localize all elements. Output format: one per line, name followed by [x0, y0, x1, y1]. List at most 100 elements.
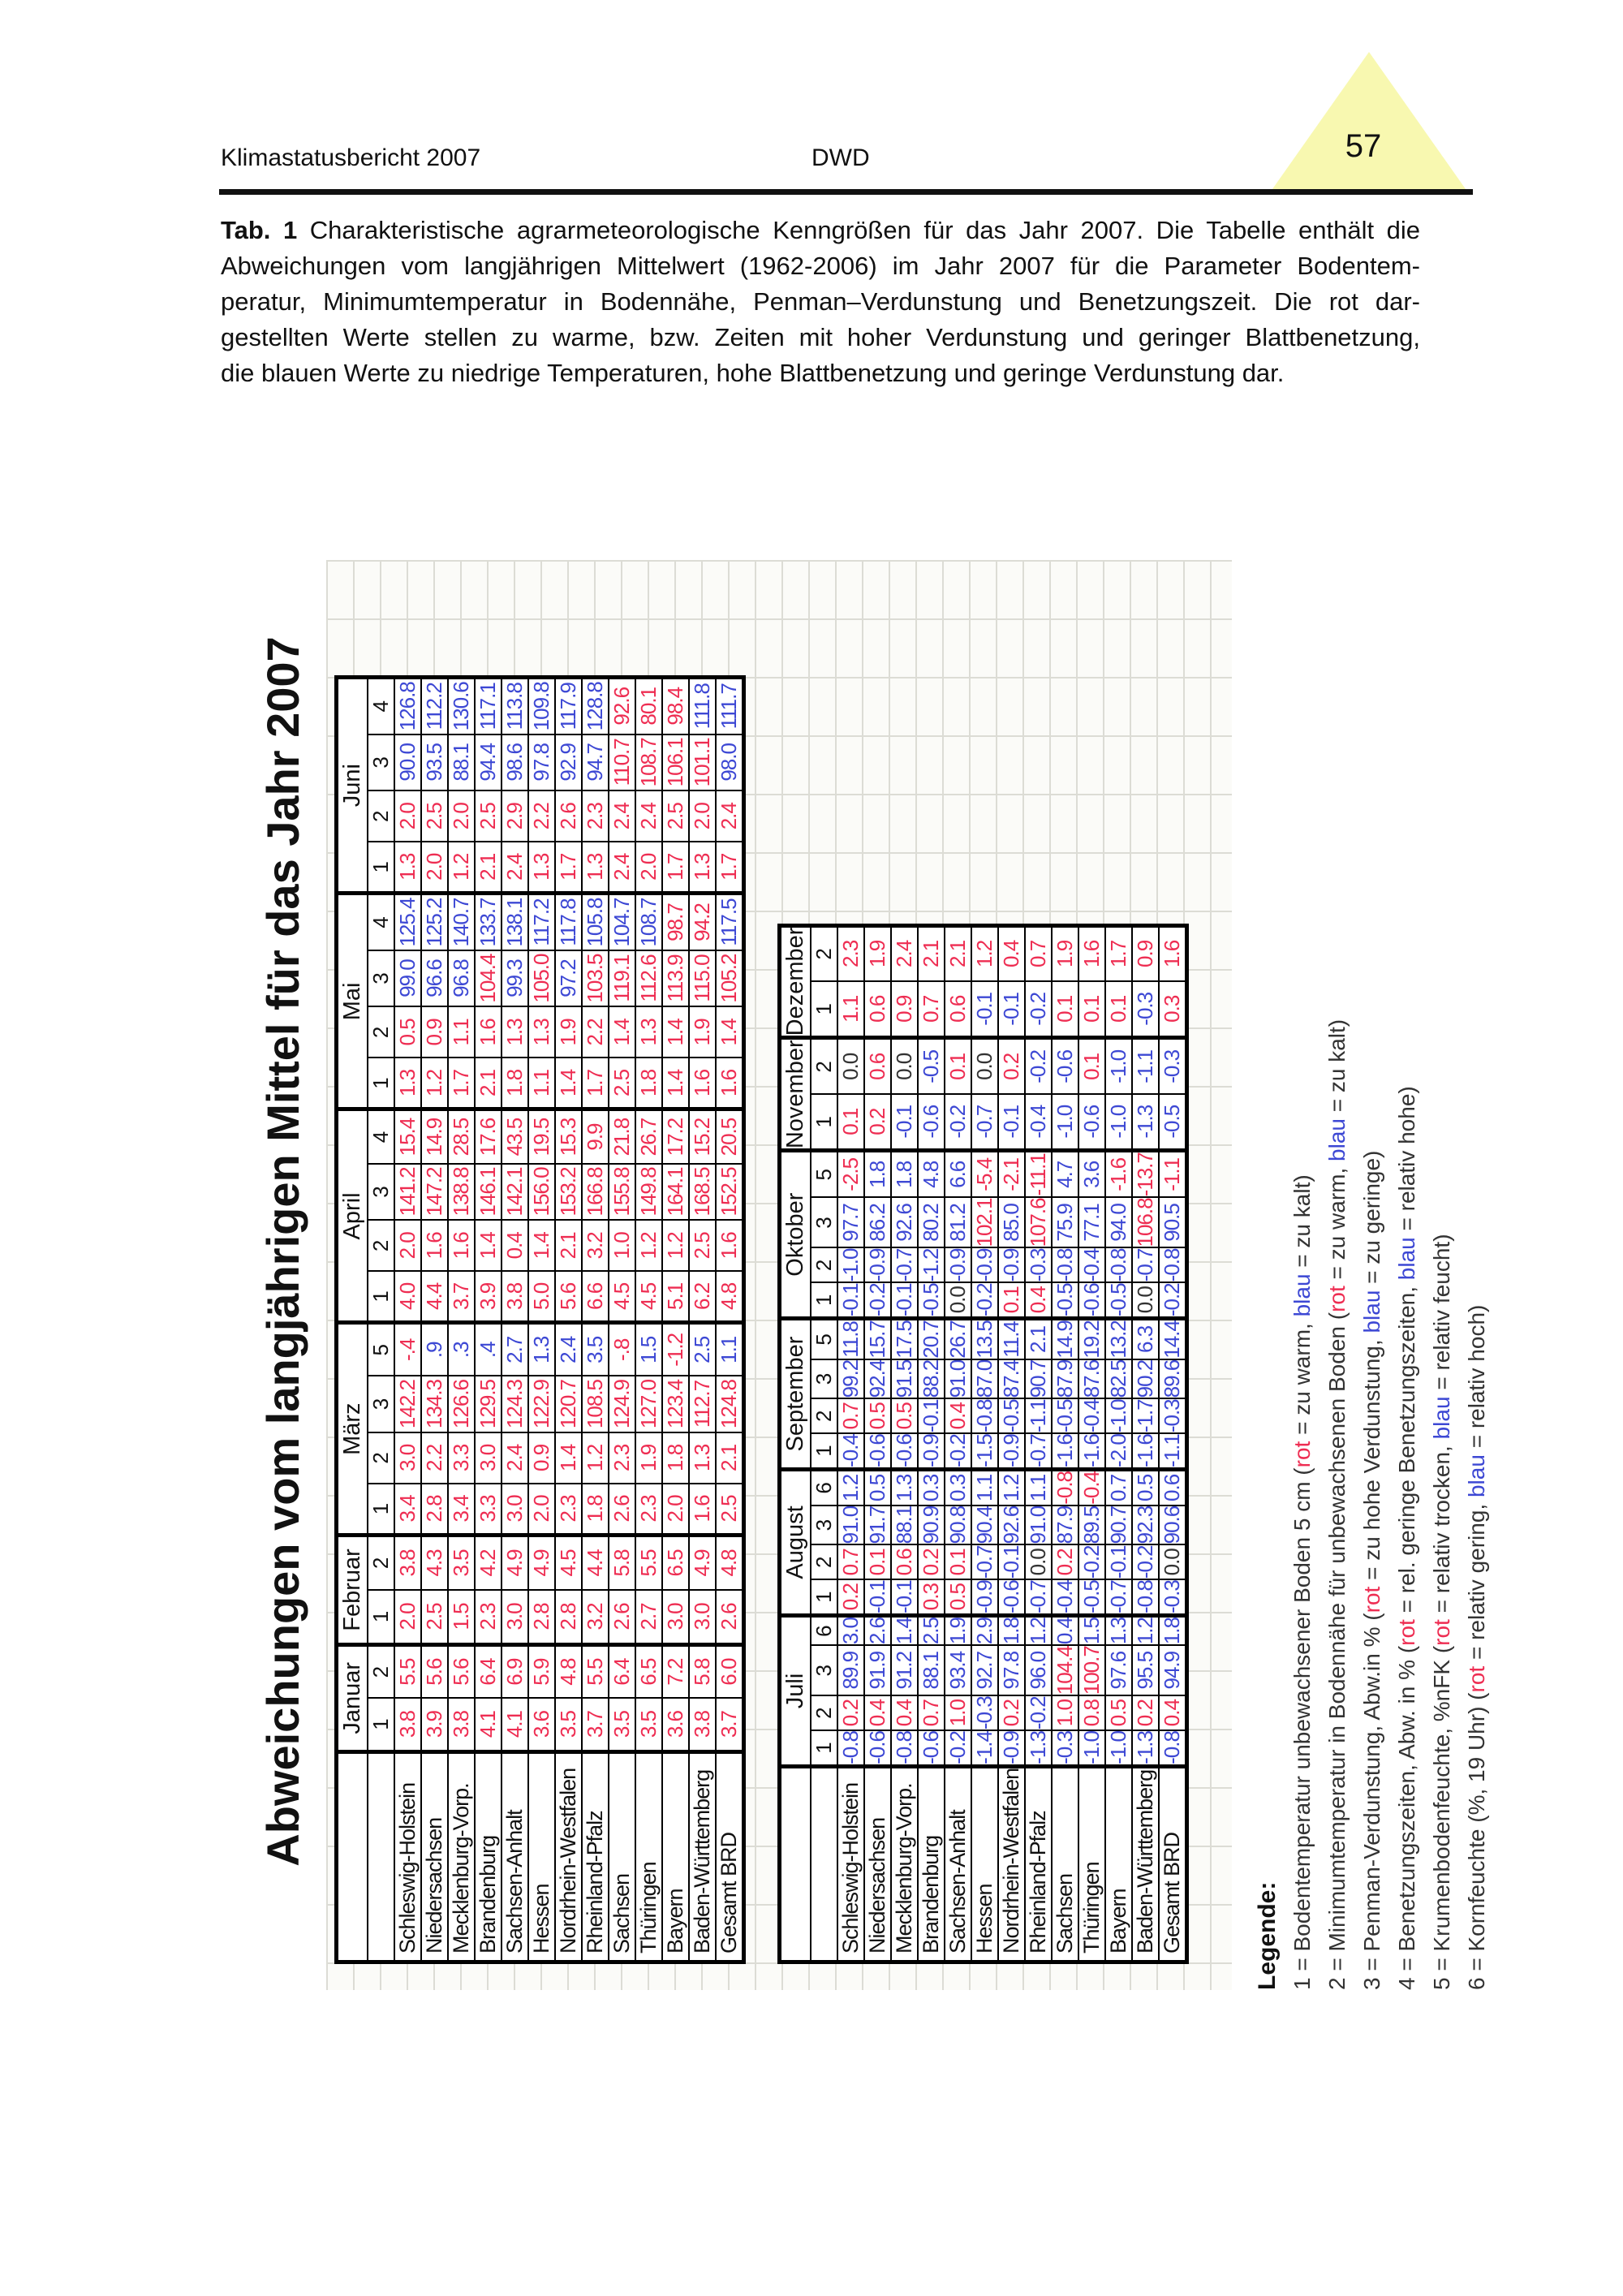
value-cell: 0.1 — [1051, 981, 1078, 1038]
month-header-November: November — [779, 1037, 811, 1151]
value-cell: 126.8 — [394, 677, 421, 734]
value-cell: 0.7 — [837, 1398, 864, 1434]
value-cell: 2.4 — [608, 790, 635, 842]
legend-segment: = relativ hoch) — [1464, 1304, 1489, 1455]
value-cell: 1.1 — [715, 1322, 743, 1376]
value-cell: 1.2 — [581, 1432, 609, 1484]
value-cell: 2.0 — [688, 790, 716, 842]
value-cell: 1.0 — [944, 1695, 971, 1731]
value-cell: 91.5 — [890, 1359, 918, 1399]
value-cell: 97.7 — [837, 1197, 864, 1248]
legend-segment: = zu warm, — [1324, 1161, 1350, 1286]
value-cell: 4.4 — [420, 1271, 448, 1323]
value-cell: 87.6 — [1078, 1359, 1105, 1399]
value-cell: -1.3 — [1131, 1730, 1159, 1767]
value-cell: 0.1 — [1078, 1037, 1105, 1095]
value-cell: 1.3 — [527, 842, 555, 894]
value-cell: 126.6 — [447, 1376, 475, 1432]
value-cell: 3.0 — [501, 1589, 528, 1645]
table-row: Nordrhein-Westfalen -0.9 0.2 97.8 1.8 -0.6 -0.… — [997, 925, 1025, 1962]
value-cell: -1.6 — [1078, 1433, 1105, 1470]
value-cell: -.4 — [394, 1322, 421, 1376]
value-cell: 0.2 — [837, 1579, 864, 1616]
legend-segment: = relativ feucht) — [1429, 1234, 1454, 1397]
param-number: 1 — [367, 1589, 394, 1645]
state-label: Hessen — [971, 1766, 998, 1962]
value-cell: 0.2 — [917, 1544, 945, 1580]
param-number: 2 — [810, 1398, 837, 1434]
value-cell: 1.6 — [715, 1220, 743, 1272]
month-header-Juli: Juli — [779, 1615, 811, 1767]
value-cell: 3.0 — [474, 1432, 502, 1484]
month-header-April: April — [336, 1109, 368, 1323]
value-cell: 97.2 — [554, 950, 582, 1007]
value-cell: 5.9 — [527, 1644, 555, 1699]
table-row: Thüringen 3.5 6.5 2.7 5.5 2.3 1.9 127.0 1.5 4.5 1.… — [635, 677, 662, 1962]
legend-segment: 6 = Kornfeuchte (%, 19 Uhr) ( — [1464, 1692, 1489, 1990]
value-cell: 94.7 — [581, 734, 609, 791]
value-cell: -0.9 — [917, 1433, 945, 1470]
value-cell: 1.3 — [688, 1432, 716, 1484]
value-cell: 0.9 — [527, 1432, 555, 1484]
value-cell: 1.0 — [608, 1220, 635, 1272]
month-header-Februar: Februar — [336, 1535, 368, 1645]
month-header-September: September — [779, 1318, 811, 1470]
value-cell: 1.7 — [1104, 925, 1132, 982]
value-cell: 1.9 — [944, 1615, 971, 1646]
state-label: Thüringen — [1078, 1766, 1105, 1962]
value-cell: 1.3 — [688, 842, 716, 894]
value-cell: 88.1 — [890, 1505, 918, 1545]
legend-segment: 1 = Bodentemperatur unbewachsener Boden … — [1289, 1467, 1315, 1990]
value-cell: -0.3 — [1131, 981, 1159, 1038]
value-cell: 2.4 — [501, 842, 528, 894]
value-cell: 82.5 — [1104, 1359, 1132, 1399]
value-cell: 1.3 — [394, 1058, 421, 1109]
state-label: Baden-Württemberg — [1131, 1766, 1159, 1962]
value-cell: 91.2 — [890, 1645, 918, 1696]
value-cell: -0.7 — [890, 1247, 918, 1283]
state-label: Niedersachsen — [863, 1766, 891, 1962]
value-cell: 4.8 — [554, 1644, 582, 1699]
value-cell: 108.5 — [581, 1376, 609, 1432]
value-cell: 117.9 — [554, 677, 582, 734]
value-cell: -0.8 — [1104, 1247, 1132, 1283]
value-cell: 3.4 — [394, 1483, 421, 1536]
value-cell: 0.1 — [863, 1544, 891, 1580]
value-cell: -0.2 — [1078, 1544, 1105, 1580]
value-cell: 168.5 — [688, 1163, 716, 1221]
caption-label: Tab. 1 — [221, 216, 298, 244]
value-cell: 1.5 — [635, 1322, 662, 1376]
value-cell: 4.1 — [474, 1698, 502, 1752]
value-cell: 2.5 — [420, 790, 448, 842]
value-cell: 85.0 — [997, 1197, 1025, 1248]
value-cell: -0.1 — [890, 1579, 918, 1616]
value-cell: 0.4 — [944, 1398, 971, 1434]
table-row: Mecklenburg-Vorp. 3.8 5.6 1.5 3.5 3.4 3.3 126.6… — [447, 677, 475, 1962]
value-cell: 0.9 — [420, 1006, 448, 1058]
month-header-August: August — [779, 1469, 811, 1616]
value-cell: -5.4 — [971, 1150, 998, 1198]
value-cell: 138.1 — [501, 893, 528, 950]
value-cell: 117.1 — [474, 677, 502, 734]
value-cell: 0.5 — [394, 1006, 421, 1058]
value-cell: -0.7 — [1104, 1579, 1132, 1616]
table-row: Thüringen -1.0 0.8 100.7 1.5 -0.5 -0.2 89.5 -0.4… — [1078, 925, 1105, 1962]
value-cell: 0.6 — [890, 1544, 918, 1580]
legend-segment: = rel. geringe Benetzungszeiten, — [1394, 1280, 1419, 1620]
param-number: 1 — [810, 1730, 837, 1767]
value-cell: 3.8 — [394, 1698, 421, 1752]
value-cell: 134.3 — [420, 1376, 448, 1432]
value-cell: 113.8 — [501, 677, 528, 734]
value-cell: 1.1 — [837, 981, 864, 1038]
value-cell: -1.2 — [661, 1322, 689, 1376]
value-cell: 1.4 — [554, 1432, 582, 1484]
value-cell: -0.2 — [1024, 981, 1052, 1038]
value-cell: -13.7 — [1131, 1150, 1159, 1198]
data-table-first-half-year: Januar Februar März April Mai Juni 1 2 1 2 1 2 3 5 1 2 3… — [334, 675, 746, 1964]
value-cell: 0.4 — [863, 1695, 891, 1731]
value-cell: -0.5 — [917, 1282, 945, 1319]
value-cell: 0.5 — [890, 1398, 918, 1434]
value-cell: 97.8 — [997, 1645, 1025, 1696]
value-cell: 3.5 — [608, 1698, 635, 1752]
value-cell: 1.2 — [1131, 1615, 1159, 1646]
